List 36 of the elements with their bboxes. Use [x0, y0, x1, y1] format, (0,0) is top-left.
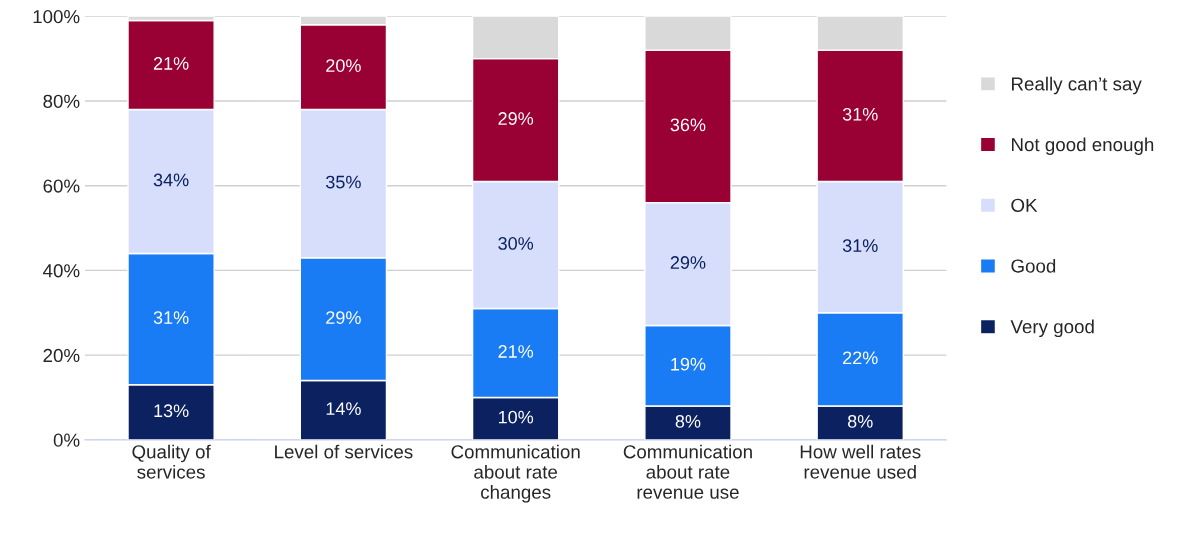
y-tick-label: 0% — [53, 433, 80, 447]
data-label: 8% — [675, 414, 701, 428]
x-tick-label: Level of services — [275, 444, 413, 459]
data-label: 10% — [498, 410, 534, 424]
data-label: 31% — [153, 311, 189, 324]
data-label: 21% — [153, 57, 189, 70]
legend-label: Very good — [1010, 319, 1094, 338]
data-label: 22% — [843, 351, 878, 365]
data-label: 13% — [154, 404, 189, 418]
data-label: 31% — [842, 107, 878, 121]
y-tick-label: 60% — [43, 179, 80, 193]
data-label: 8% — [847, 414, 873, 428]
x-tick-label: Communication about rate changes — [451, 444, 580, 503]
data-label: 31% — [842, 239, 878, 252]
data-label: 29% — [670, 256, 706, 269]
x-tick-label: How well rates revenue used — [800, 444, 921, 479]
data-label: 35% — [326, 175, 361, 189]
x-tick-label: Quality of services — [132, 444, 211, 479]
y-tick-label: 20% — [43, 348, 80, 363]
legend-label: Not good enough — [1012, 137, 1154, 155]
y-tick-label: 40% — [43, 264, 80, 278]
data-label: 21% — [498, 345, 534, 358]
y-tick-label: 80% — [43, 94, 80, 108]
legend-label: Good — [1011, 258, 1056, 273]
data-label: 14% — [326, 402, 361, 415]
data-label: 20% — [326, 59, 361, 72]
y-tick-label: 100% — [33, 9, 80, 24]
data-label: 36% — [670, 118, 706, 132]
legend-label: OK — [1011, 198, 1038, 212]
x-tick-label: Communication about rate revenue use — [623, 444, 752, 499]
data-label: 34% — [153, 173, 189, 187]
data-label: 19% — [671, 357, 706, 371]
data-label: 29% — [498, 112, 534, 125]
legend-label: Really can’t say — [1012, 76, 1142, 95]
data-label: 29% — [326, 311, 361, 324]
data-label: 30% — [498, 237, 534, 250]
